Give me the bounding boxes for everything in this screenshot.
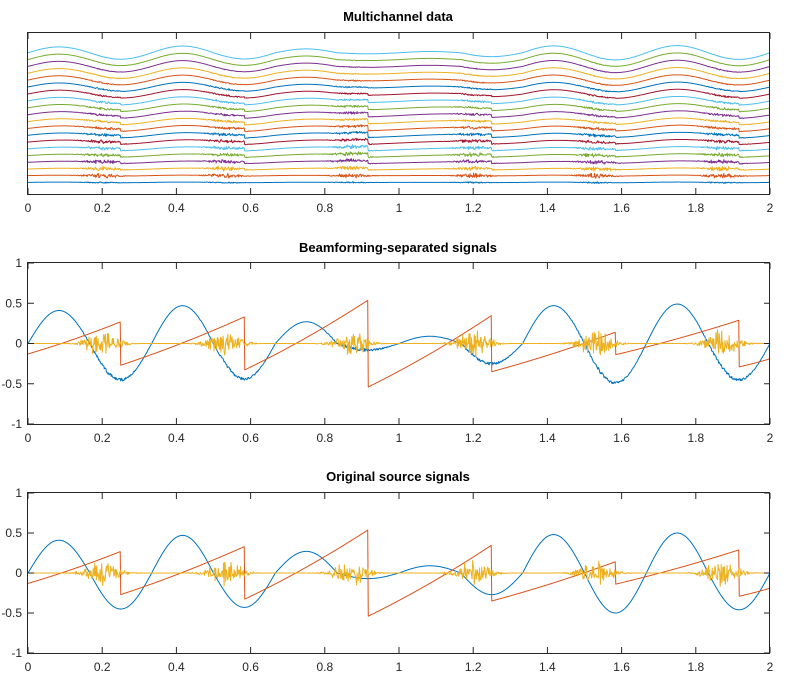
x-tick-label: 1.2 [465,201,482,215]
channel-13 [27,95,771,106]
x-tick-label: 0 [25,660,32,674]
x-tick-label: 0.6 [242,431,259,445]
chart-title: Original source signals [326,469,470,484]
beamforming-axes: Beamforming-separated signals 0 0.2 0.4 0.6… [1,240,773,445]
series-noise-bursts [27,559,771,587]
channel-18 [27,59,771,74]
channel-14 [27,88,771,99]
x-tick-label: 1 [396,431,403,445]
x-tick-label: 1.2 [465,431,482,445]
series-noise-bursts [27,329,771,358]
x-tick-label: 1.4 [539,201,556,215]
channel-19 [27,52,771,67]
axes-box [27,32,770,195]
x-tick-label: 0 [25,201,32,215]
x-tick-label: 0.4 [168,660,185,674]
channel-8 [27,130,771,139]
x-tick-label: 2 [767,660,774,674]
x-tick-label: 1.8 [687,201,704,215]
channel-12 [27,103,771,113]
x-tick-label: 1 [396,660,403,674]
x-tick-label: 1.8 [687,431,704,445]
ticks-layer: 0 0.2 0.4 0.6 0.8 1 1.2 1.4 1.6 1.8 2 -1 -0.5 0 0.5 1 [1,486,773,674]
channel-9 [27,124,771,133]
channel-15 [27,81,771,93]
x-tick-label: 0.4 [168,201,185,215]
series-sawtooth [27,529,771,617]
channel-3 [27,165,771,172]
channel-7 [27,137,771,146]
x-tick-label: 0.8 [316,201,333,215]
channel-6 [27,144,771,152]
multichannel-axes: Multichannel data 0 0.2 0.4 0.6 0.8 1 1.2 1.4 1.… [25,9,774,215]
x-tick-label: 1.4 [539,431,556,445]
channel-20 [27,45,771,61]
chart-title: Multichannel data [343,9,454,24]
y-tick-label: 1 [15,256,22,270]
x-tick-label: 0.4 [168,431,185,445]
x-tick-label: 0.6 [242,660,259,674]
y-tick-label: -1 [11,646,22,660]
x-tick-label: 0.2 [94,201,111,215]
series-layer [27,45,771,184]
y-tick-label: 0 [15,337,22,351]
series-layer [27,299,771,388]
x-tick-label: 0 [25,431,32,445]
chart-title: Beamforming-separated signals [299,240,497,255]
x-tick-label: 0.8 [316,660,333,674]
x-tick-label: 1.6 [613,431,630,445]
x-tick-label: 2 [767,431,774,445]
ticks-layer: 0 0.2 0.4 0.6 0.8 1 1.2 1.4 1.6 1.8 2 [25,33,774,215]
y-tick-label: 1 [15,486,22,500]
channel-1 [28,181,771,184]
y-tick-label: 0.5 [5,296,22,310]
channel-4 [27,158,771,165]
original-axes: Original source signals 0 0.2 0.4 0.6 0.8 1 1.… [1,469,773,674]
channel-10 [27,117,771,126]
channel-16 [27,74,771,86]
channel-5 [27,151,771,159]
channel-11 [27,110,771,119]
series-sawtooth [27,299,771,388]
y-tick-label: 0.5 [5,526,22,540]
y-tick-label: -0.5 [1,606,22,620]
x-tick-label: 0.2 [94,660,111,674]
x-tick-label: 1.6 [613,660,630,674]
y-tick-label: -0.5 [1,377,22,391]
x-tick-label: 1.2 [465,660,482,674]
x-tick-label: 1 [396,201,403,215]
channel-2 [27,172,771,179]
x-tick-label: 0.8 [316,431,333,445]
ticks-layer: 0 0.2 0.4 0.6 0.8 1 1.2 1.4 1.6 1.8 2 -1 -0.5 0 0.5 1 [1,256,773,445]
channel-17 [27,67,771,80]
x-tick-label: 1.8 [687,660,704,674]
y-tick-label: -1 [11,417,22,431]
y-tick-label: 0 [15,566,22,580]
x-tick-label: 1.6 [613,201,630,215]
x-tick-label: 1.4 [539,660,556,674]
x-tick-label: 2 [767,201,774,215]
x-tick-label: 0.2 [94,431,111,445]
x-tick-label: 0.6 [242,201,259,215]
series-layer [27,529,771,617]
